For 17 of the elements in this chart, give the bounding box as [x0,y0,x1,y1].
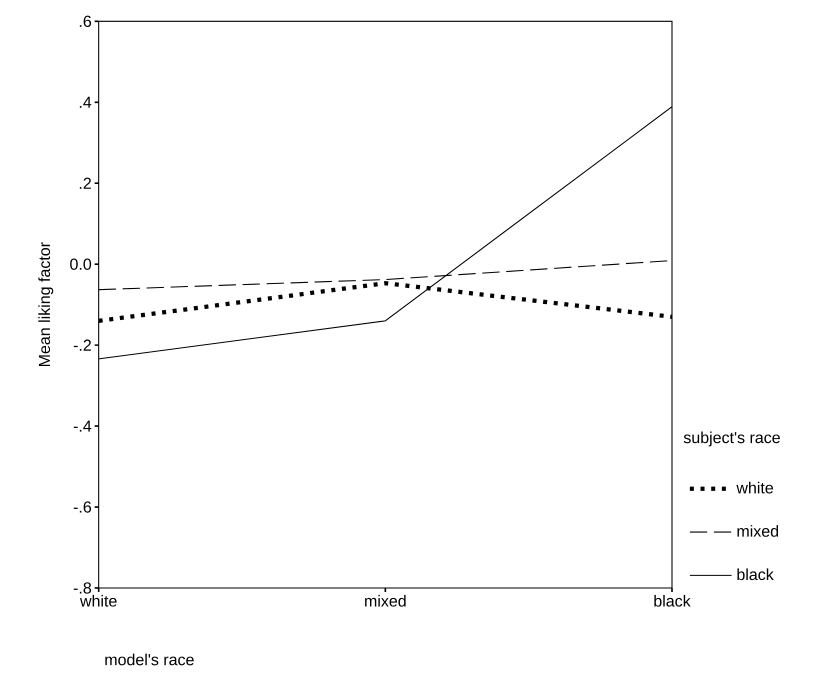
y-tick-label: .2 [80,178,91,189]
legend-label: mixed [737,525,778,537]
x-tick-label: white [80,594,117,607]
legend-title: subject's race [684,431,780,446]
y-tick-label: -.4 [74,420,92,432]
y-axis-title: Mean liking factor [38,242,54,366]
legend-label: white [736,482,774,494]
y-tick-label: .4 [80,96,92,108]
y-tick-label: 0.0 [70,258,92,270]
x-tick-label: black [654,594,691,607]
y-tick-label: .6 [80,16,92,27]
y-tick-label: -.2 [74,340,91,351]
y-tick-label: -.8 [74,582,92,594]
x-tick-label: mixed [365,594,406,607]
x-axis-title: model's race [105,654,194,666]
legend-label: black [737,568,774,580]
y-tick-label: -.6 [74,501,92,513]
